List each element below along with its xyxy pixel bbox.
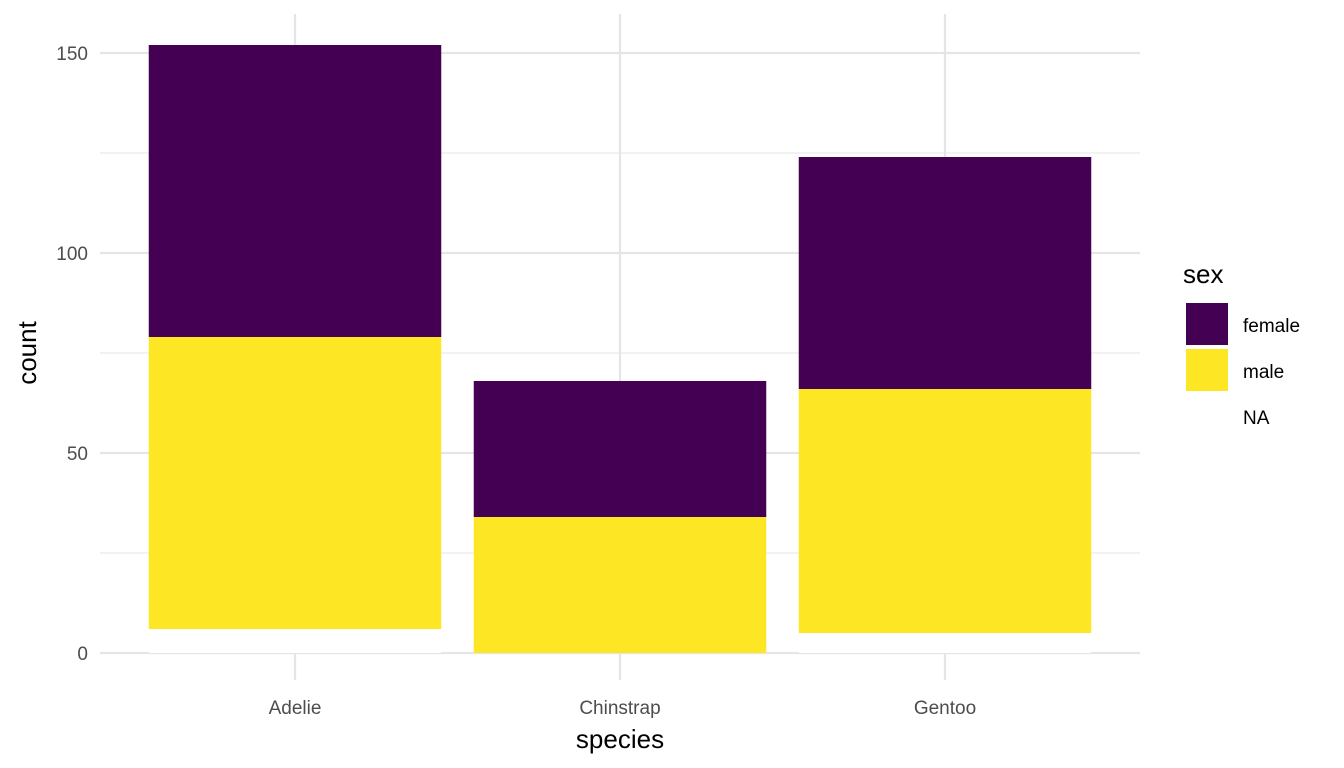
legend-key-female	[1186, 303, 1228, 345]
bar-gentoo-female	[798, 157, 1092, 389]
legend-label-female: female	[1243, 316, 1300, 337]
bar-gentoo-na	[798, 633, 1092, 653]
bar-adelie-male	[148, 337, 442, 629]
x-axis-title: species	[576, 724, 664, 754]
x-tick-label: Adelie	[269, 698, 322, 719]
y-axis-title: count	[12, 320, 42, 384]
y-tick-label: 100	[56, 244, 88, 265]
x-tick-label: Chinstrap	[579, 698, 660, 719]
legend: sex female male NA	[1183, 259, 1300, 437]
bar-adelie-female	[148, 45, 442, 337]
bar-adelie-na	[148, 629, 442, 653]
y-axis-tick-labels: 0 50 100 150	[56, 44, 88, 665]
legend-label-male: male	[1243, 362, 1284, 383]
legend-key-male	[1186, 349, 1228, 391]
bar-chinstrap-female	[473, 381, 767, 517]
legend-key-na	[1186, 395, 1228, 437]
y-tick-label: 50	[67, 444, 88, 465]
legend-title: sex	[1183, 259, 1223, 289]
legend-label-na: NA	[1243, 408, 1270, 429]
legend-entries: female male NA	[1186, 303, 1300, 437]
bar-gentoo-male	[798, 389, 1092, 633]
bar-chinstrap-male	[473, 517, 767, 653]
x-axis-tick-labels: Adelie Chinstrap Gentoo	[269, 698, 977, 719]
bars	[148, 45, 1092, 653]
x-tick-label: Gentoo	[914, 698, 976, 719]
y-tick-label: 150	[56, 44, 88, 65]
y-tick-label: 0	[77, 644, 88, 665]
